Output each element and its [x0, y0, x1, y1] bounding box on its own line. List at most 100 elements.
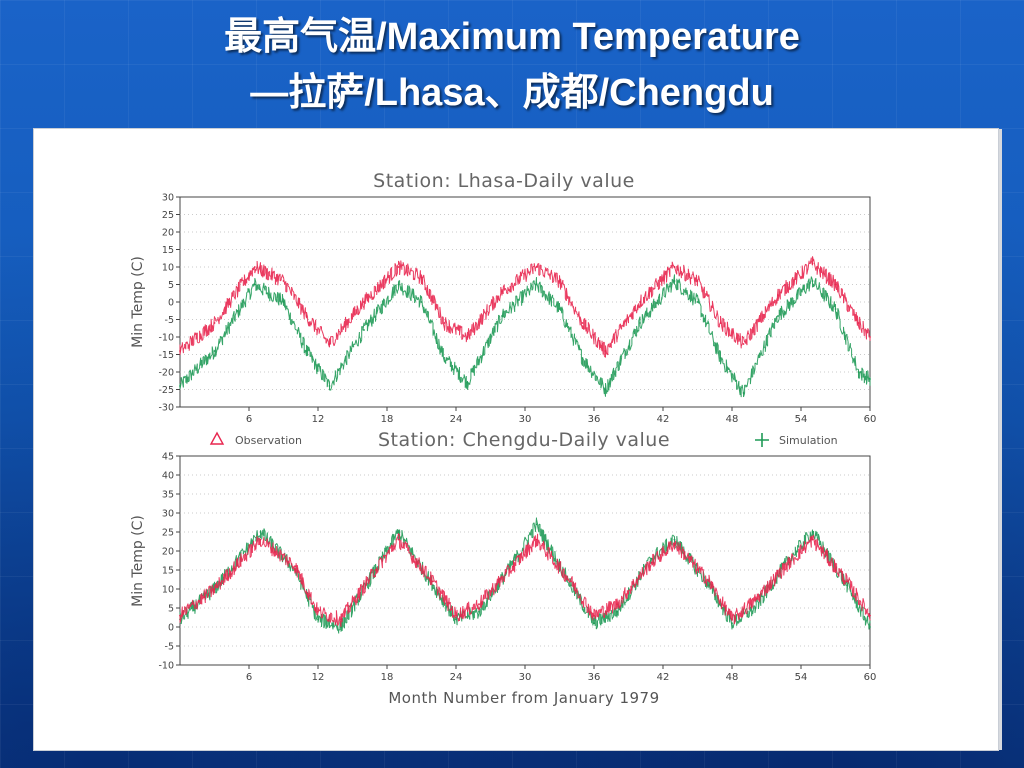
legend-simulation: Simulation	[755, 433, 838, 447]
chengdu-observation-line	[179, 533, 871, 627]
chengdu-observation-point	[374, 569, 377, 571]
chengdu-observation-point	[397, 538, 400, 541]
chengdu-simulation-point	[708, 584, 710, 587]
lhasa-y-tick-label: 10	[162, 263, 174, 274]
slide-title-line-1: 最高气温/Maximum Temperature	[224, 16, 800, 58]
lhasa-observation-point	[777, 294, 779, 296]
chengdu-observation-point	[512, 565, 515, 568]
lhasa-observation-point	[443, 322, 446, 324]
lhasa-y-tick-label: -5	[165, 315, 174, 326]
chengdu-simulation-point	[650, 557, 653, 560]
lhasa-observation-series	[179, 256, 871, 358]
lhasa-simulation-point	[253, 283, 256, 286]
lhasa-simulation-point	[213, 350, 216, 352]
chengdu-observation-point	[673, 542, 676, 545]
lhasa-observation-point	[305, 315, 308, 317]
lhasa-observation-point	[328, 343, 331, 345]
lhasa-simulation-point	[581, 357, 584, 359]
lhasa-observation-point	[253, 266, 256, 268]
lhasa-y-tick-label: -25	[158, 385, 174, 396]
chengdu-plot-frame	[179, 455, 871, 666]
chengdu-observation-point	[593, 614, 595, 617]
chengdu-series	[179, 517, 871, 634]
legend-observation: Observation	[209, 431, 302, 447]
lhasa-x-tick-label: 36	[588, 414, 601, 425]
lhasa-simulation-point	[604, 388, 607, 391]
lhasa-y-tick-label: -15	[158, 350, 174, 361]
lhasa-observation-point	[811, 262, 814, 265]
lhasa-simulation-point	[639, 322, 641, 324]
chengdu-simulation-point	[317, 618, 319, 621]
chengdu-y-tick-label: 20	[162, 547, 174, 558]
chengdu-simulation-point	[846, 584, 848, 587]
lhasa-simulation-point	[420, 301, 423, 303]
chengdu-y-tick-label: 10	[162, 585, 174, 596]
chengdu-y-tick-label: -5	[165, 642, 174, 653]
lhasa-y-tick-label: 20	[162, 228, 174, 239]
chengdu-simulation-series	[179, 517, 871, 634]
lhasa-y-tick-label: 0	[168, 298, 174, 309]
chengdu-simulation-point	[616, 610, 618, 613]
lhasa-y-ticks: 30 25 20 15 10 5 0 -5 -10 -15 -20 -25 -30	[158, 193, 180, 414]
chengdu-simulation-line	[179, 517, 871, 634]
lhasa-observation-point	[213, 322, 216, 324]
chengdu-x-tick-label: 12	[312, 672, 325, 683]
lhasa-observation-point	[397, 266, 400, 268]
chengdu-y-tick-label: 40	[162, 471, 174, 482]
chengdu-x-tick-label: 54	[795, 672, 808, 683]
chengdu-observation-point	[846, 580, 848, 583]
chengdu-observation-point	[478, 603, 480, 606]
chengdu-y-tick-label: 0	[168, 623, 174, 634]
lhasa-simulation-point	[742, 392, 745, 394]
lhasa-simulation-point	[305, 350, 308, 352]
lhasa-panel-title: Station: Lhasa-Daily value	[373, 170, 635, 192]
chengdu-observation-point	[708, 580, 710, 583]
chengdu-y-tick-label: 35	[162, 490, 174, 501]
chengdu-simulation-point	[731, 622, 733, 625]
chengdu-simulation-point	[259, 531, 262, 533]
chengdu-observation-point	[811, 538, 814, 541]
lhasa-simulation-point	[179, 385, 181, 387]
chengdu-simulation-point	[397, 531, 400, 533]
lhasa-simulation-point	[282, 301, 285, 303]
chengdu-observation-point	[570, 580, 572, 583]
lhasa-observation-point	[581, 322, 584, 324]
chengdu-observation-point	[432, 580, 434, 583]
chengdu-y-tick-label: 15	[162, 566, 174, 577]
chengdu-simulation-point	[811, 531, 814, 533]
chengdu-x-tick-label: 36	[588, 672, 601, 683]
lhasa-x-tick-label: 18	[381, 414, 394, 425]
chengdu-simulation-point	[478, 610, 480, 613]
chengdu-panel-title: Station: Chengdu-Daily value	[378, 429, 670, 451]
lhasa-observation-point	[179, 350, 181, 352]
lhasa-x-tick-label: 6	[246, 414, 252, 425]
lhasa-y-tick-label: -30	[158, 403, 174, 414]
lhasa-simulation-point	[363, 329, 365, 331]
chengdu-observation-point	[535, 538, 538, 541]
chengdu-gridlines	[180, 474, 870, 647]
chengdu-observation-point	[788, 561, 791, 564]
lhasa-simulation-line	[179, 274, 871, 398]
lhasa-x-ticks: 6 12 18 24 30 36 42 48 54 60	[246, 407, 877, 425]
chengdu-x-tick-label: 24	[450, 672, 463, 683]
chengdu-y-tick-label: 25	[162, 528, 174, 539]
chengdu-x-tick-label: 30	[519, 672, 532, 683]
chengdu-x-tick-label: 42	[657, 672, 670, 683]
lhasa-observation-point	[696, 280, 699, 282]
lhasa-x-tick-label: 60	[864, 414, 877, 425]
chengdu-simulation-point	[869, 626, 871, 628]
lhasa-x-tick-label: 12	[312, 414, 325, 425]
lhasa-y-tick-label: -20	[158, 368, 174, 379]
slide-title-line-2: —拉萨/Lhasa、成都/Chengdu	[250, 72, 774, 114]
chengdu-observation-series	[179, 533, 871, 627]
lhasa-observation-point	[363, 301, 365, 303]
lhasa-simulation-point	[673, 280, 676, 282]
lhasa-simulation-point	[834, 308, 837, 310]
chengdu-y-tick-label: 30	[162, 509, 174, 520]
chengdu-observation-point	[317, 610, 319, 613]
chengdu-observation-point	[869, 614, 871, 617]
lhasa-gridlines	[180, 214, 870, 390]
legend-observation-label: Observation	[235, 434, 302, 447]
chengdu-observation-point	[259, 538, 262, 541]
chart-svg: Station: Lhasa-Daily value Min Temp (C) …	[130, 170, 877, 707]
